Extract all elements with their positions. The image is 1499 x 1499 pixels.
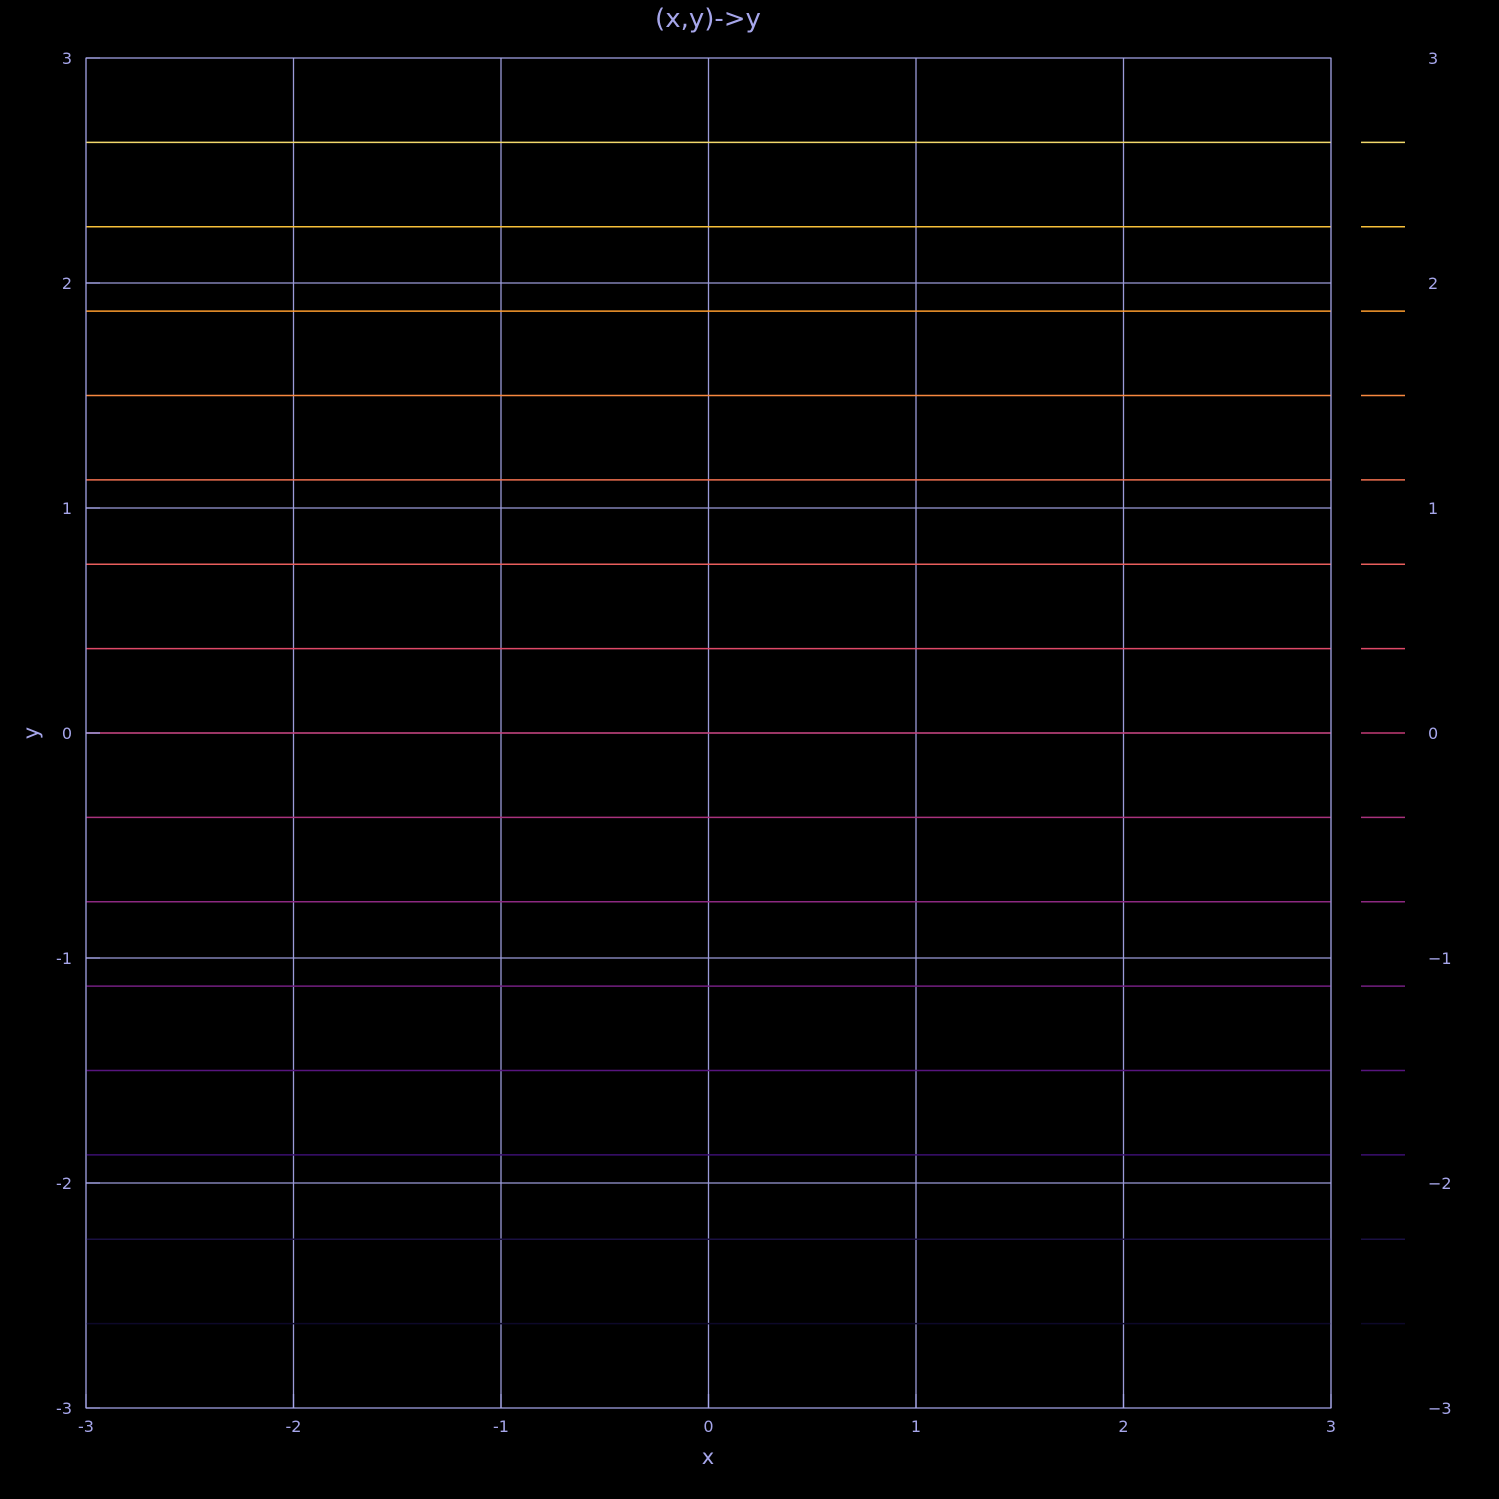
chart-title: (x,y)->y — [655, 4, 761, 34]
x-tick-label: 0 — [703, 1417, 713, 1436]
colorbar: −3 −2 −1 0 1 2 3 — [1361, 49, 1452, 1418]
x-tick-label: 3 — [1326, 1417, 1336, 1436]
y-tick-label: 3 — [62, 49, 72, 68]
x-tick-label: 1 — [911, 1417, 921, 1436]
y-tick-label: -2 — [56, 1174, 72, 1193]
y-axis-ticks: -3 -2 -1 0 1 2 3 — [56, 49, 100, 1418]
colorbar-tick-label: −2 — [1428, 1174, 1452, 1193]
y-tick-label: 0 — [62, 724, 72, 743]
y-tick-label: -1 — [56, 949, 72, 968]
x-tick-label: -2 — [286, 1417, 302, 1436]
colorbar-tick-label: 0 — [1428, 724, 1438, 743]
y-tick-label: 2 — [62, 274, 72, 293]
colorbar-tick-label: 2 — [1428, 274, 1438, 293]
y-axis-label: y — [19, 727, 43, 739]
x-axis-ticks: -3 -2 -1 0 1 2 3 — [78, 1394, 1336, 1436]
colorbar-tick-label: 1 — [1428, 499, 1438, 518]
y-tick-label: -3 — [56, 1399, 72, 1418]
x-tick-label: -3 — [78, 1417, 94, 1436]
x-tick-label: 2 — [1118, 1417, 1128, 1436]
x-tick-label: -1 — [493, 1417, 509, 1436]
colorbar-tick-label: −1 — [1428, 949, 1452, 968]
colorbar-tick-label: −3 — [1428, 1399, 1452, 1418]
contour-lines — [86, 141, 1331, 1325]
colorbar-tick-label: 3 — [1428, 49, 1438, 68]
y-tick-label: 1 — [62, 499, 72, 518]
x-axis-label: x — [702, 1445, 714, 1469]
